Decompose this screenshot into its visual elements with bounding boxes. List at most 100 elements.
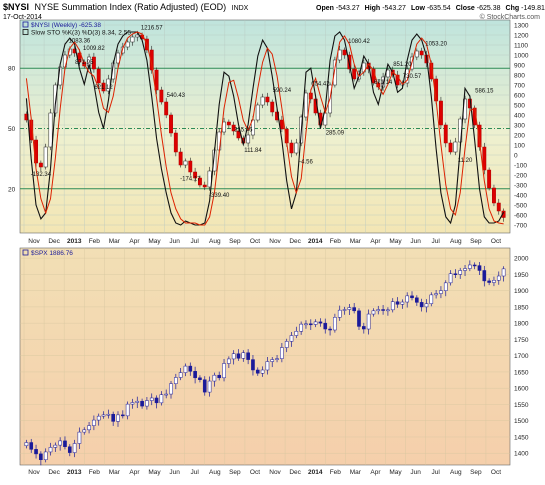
spx-bar xyxy=(439,290,443,294)
spx-bar xyxy=(284,341,289,348)
nysi-candle xyxy=(101,82,106,92)
nysi-candle xyxy=(197,177,202,186)
nysi-candle xyxy=(154,69,159,91)
spx-bar xyxy=(106,413,111,416)
spx-bar xyxy=(395,301,400,305)
nysi-candle xyxy=(178,151,183,166)
spx-bar xyxy=(217,374,222,379)
spx-bar xyxy=(188,365,193,372)
nysi-x-tick: Feb xyxy=(89,238,101,245)
spx-x-tick: Nov xyxy=(28,469,40,476)
spx-bar xyxy=(149,397,154,401)
spx-bar xyxy=(265,361,270,371)
nysi-legend-entry: Slow STO %K(3) %D(3) 8.34, 2.55 xyxy=(31,30,131,37)
nysi-annotation: 851.20 xyxy=(393,62,412,68)
nysi-x-tick: 2014 xyxy=(308,238,323,245)
nysi-candle xyxy=(96,68,101,84)
spx-y-tick: 1550 xyxy=(514,402,529,409)
symbol: $NYSI xyxy=(3,2,29,12)
nysi-x-tick: May xyxy=(389,238,402,245)
spx-y-tick: 1950 xyxy=(514,272,529,279)
spx-x-tick: Oct xyxy=(250,469,260,476)
spx-x-tick: Aug xyxy=(209,469,221,476)
nysi-candle xyxy=(496,202,501,212)
nysi-x-tick: Jul xyxy=(432,238,441,245)
spx-bar xyxy=(313,321,318,325)
nysi-candle xyxy=(251,119,255,136)
nysi-candle xyxy=(149,49,154,71)
nysi-legend-swatch xyxy=(22,21,29,28)
nysi-candle xyxy=(260,96,265,106)
nysi-y-tick: 100 xyxy=(514,143,525,150)
spx-bar xyxy=(501,268,506,277)
nysi-candle xyxy=(193,171,198,179)
spx-bar xyxy=(463,268,467,271)
ohlc-label: Chg xyxy=(506,5,520,12)
spx-bars xyxy=(24,260,506,466)
spx-bar xyxy=(443,282,448,291)
nysi-candle xyxy=(236,130,241,139)
spx-x-tick: Sep xyxy=(229,469,241,476)
nysi-y-tick: 1000 xyxy=(514,53,529,60)
nysi-annotation: 730.57 xyxy=(403,74,422,80)
spx-x-tick: May xyxy=(389,469,402,476)
nysi-candle xyxy=(448,142,453,153)
nysi-candle xyxy=(453,141,458,153)
spx-bar xyxy=(468,264,472,269)
nysi-candle xyxy=(405,68,410,84)
spx-bar xyxy=(130,402,135,405)
spx-bar xyxy=(318,321,323,324)
nysi-candle xyxy=(173,132,178,153)
spx-bar xyxy=(236,353,241,359)
spx-bar xyxy=(222,363,226,379)
nysi-candle xyxy=(246,134,251,144)
spx-y-tick: 1600 xyxy=(514,386,529,393)
nysi-annotation: 1080.42 xyxy=(348,39,370,45)
spx-bar xyxy=(333,317,337,331)
spx-x-tick: Dec xyxy=(48,469,60,476)
nysi-annotation: 111.84 xyxy=(244,148,262,154)
spx-bar xyxy=(453,273,458,275)
nysi-x-tick: May xyxy=(148,238,161,245)
stoch-d-line xyxy=(25,31,504,226)
spx-legend-entry: $SPX 1886.76 xyxy=(31,250,73,257)
nysi-y-tick: 700 xyxy=(514,83,525,90)
nysi-candle xyxy=(188,160,193,173)
spx-bar xyxy=(164,393,169,396)
nysi-legend-swatch xyxy=(22,29,29,35)
nysi-x-tick: Dec xyxy=(48,238,60,245)
nysi-candle xyxy=(438,100,443,126)
spx-bar xyxy=(458,270,463,275)
nysi-candle xyxy=(48,112,53,148)
spx-bar xyxy=(92,419,96,426)
spx-bar xyxy=(145,400,149,407)
spx-panel: 2000 1950 1900 1850 1800 1750 1700 1650 1600 1550… xyxy=(19,247,529,476)
spx-bar xyxy=(405,295,410,303)
nysi-x-tick: Mar xyxy=(109,238,121,245)
nysi-candle xyxy=(135,34,140,38)
spx-bar xyxy=(366,313,371,330)
nysi-annotation: 1053.20 xyxy=(425,42,447,48)
spx-bar xyxy=(24,442,29,447)
spx-bar xyxy=(448,273,453,284)
spx-bar xyxy=(342,309,347,311)
spx-bar xyxy=(289,335,294,342)
spx-y-axis: 2000 1950 1900 1850 1800 1750 1700 1650 1600 1550… xyxy=(514,256,529,458)
nysi-annotation: -339.40 xyxy=(209,193,230,199)
spx-x-axis: Nov Dec 2013 Feb Mar Apr May Jun Jul Aug Sep Oct Nov… xyxy=(28,469,501,476)
spx-bar xyxy=(496,275,501,281)
spx-x-tick: Nov xyxy=(269,469,281,476)
nysi-candle xyxy=(53,84,58,114)
nysi-y-tick: 500 xyxy=(514,103,525,110)
nysi-annotation: 671.14 xyxy=(374,80,393,86)
nysi-candle xyxy=(294,142,299,154)
nysi-candle xyxy=(279,119,284,130)
spx-bar xyxy=(487,280,491,283)
spx-bar xyxy=(386,309,390,312)
nysi-annotation: 1009.82 xyxy=(83,46,105,52)
nysi-candle xyxy=(169,114,173,134)
spx-bar xyxy=(241,352,246,359)
spx-y-tick: 1400 xyxy=(514,451,529,458)
spx-bar xyxy=(53,444,58,448)
spx-bar xyxy=(72,443,77,453)
